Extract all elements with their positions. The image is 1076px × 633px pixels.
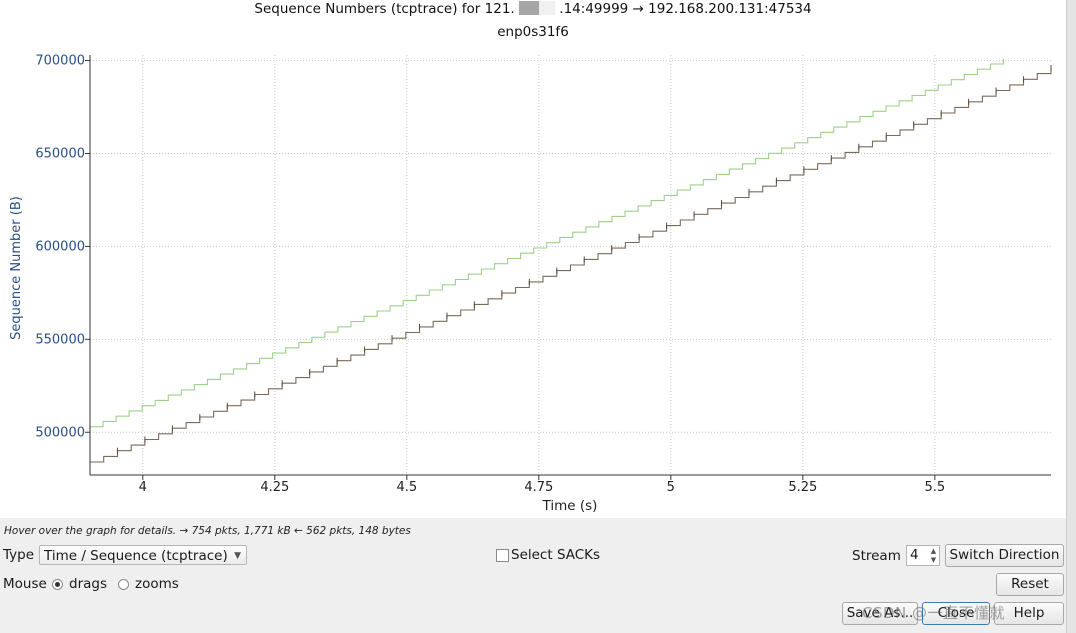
y-axis-label: Sequence Number (B) [9, 196, 24, 340]
close-button[interactable]: Close [922, 602, 990, 625]
help-button[interactable]: Help [994, 602, 1064, 625]
sent-segments-line [90, 68, 1052, 463]
grid-lines [90, 55, 1051, 475]
graph-area[interactable] [0, 0, 1066, 518]
select-sacks-checkbox[interactable] [496, 549, 509, 562]
redacted-block [539, 1, 555, 15]
chevron-down-icon: ▼ [234, 551, 241, 561]
y-tick-label: 600000 [35, 239, 85, 254]
type-combobox-value: Time / Sequence (tcptrace) [44, 548, 228, 564]
hover-hint: Hover over the graph for details. → 754 … [4, 525, 411, 537]
x-tick-label: 5.25 [788, 480, 817, 495]
graph-title-suffix: .14:49999 → 192.168.200.131:47534 [559, 1, 812, 17]
x-tick-label: 4 [139, 480, 147, 495]
graph-title-prefix: Sequence Numbers (tcptrace) for 121. [254, 1, 515, 17]
save-as-button[interactable]: Save As... [842, 602, 918, 625]
spin-up-icon[interactable]: ▲ [930, 547, 937, 555]
stream-spinbox[interactable]: 4 ▲ ▼ [906, 545, 940, 566]
type-combobox[interactable]: Time / Sequence (tcptrace) ▼ [39, 545, 247, 565]
type-label: Type [3, 547, 35, 563]
mouse-label: Mouse [3, 576, 47, 592]
x-tick-label: 5.5 [924, 480, 945, 495]
graph-subtitle: enp0s31f6 [497, 24, 569, 40]
watermark: CSDN @一直不懂就 [862, 604, 1006, 622]
redacted-block [519, 1, 539, 15]
stream-label: Stream [852, 548, 901, 564]
x-tick-label: 4.25 [260, 480, 289, 495]
x-axis-label: Time (s) [542, 498, 598, 514]
zooms-label[interactable]: zooms [135, 576, 179, 592]
select-sacks-label[interactable]: Select SACKs [511, 547, 601, 563]
x-tick-label: 5 [667, 480, 675, 495]
receive-window-line [90, 58, 1005, 428]
sequence-chart[interactable]: 4 4.25 4.5 4.75 5 5.25 5.5 500000 550000 600000 65… [0, 0, 1066, 518]
stream-value: 4 [910, 547, 919, 563]
switch-direction-button[interactable]: Switch Direction [945, 544, 1064, 567]
axes: 4 4.25 4.5 4.75 5 5.25 5.5 500000 550000 600000 65… [35, 54, 1051, 495]
y-tick-label: 650000 [35, 146, 85, 161]
series-layer [89, 58, 1052, 465]
x-tick-label: 4.75 [524, 480, 553, 495]
y-tick-label: 550000 [35, 332, 85, 347]
reset-button[interactable]: Reset [996, 573, 1064, 596]
y-tick-label: 700000 [35, 54, 85, 69]
drags-label[interactable]: drags [69, 576, 107, 592]
zooms-radio[interactable] [118, 579, 129, 590]
window-edge [1066, 0, 1076, 633]
drags-radio[interactable] [52, 579, 63, 590]
spin-down-icon[interactable]: ▼ [930, 556, 937, 564]
y-tick-label: 500000 [35, 425, 85, 440]
graph-title: Sequence Numbers (tcptrace) for 121. .14… [0, 1, 1066, 17]
x-tick-label: 4.5 [396, 480, 417, 495]
